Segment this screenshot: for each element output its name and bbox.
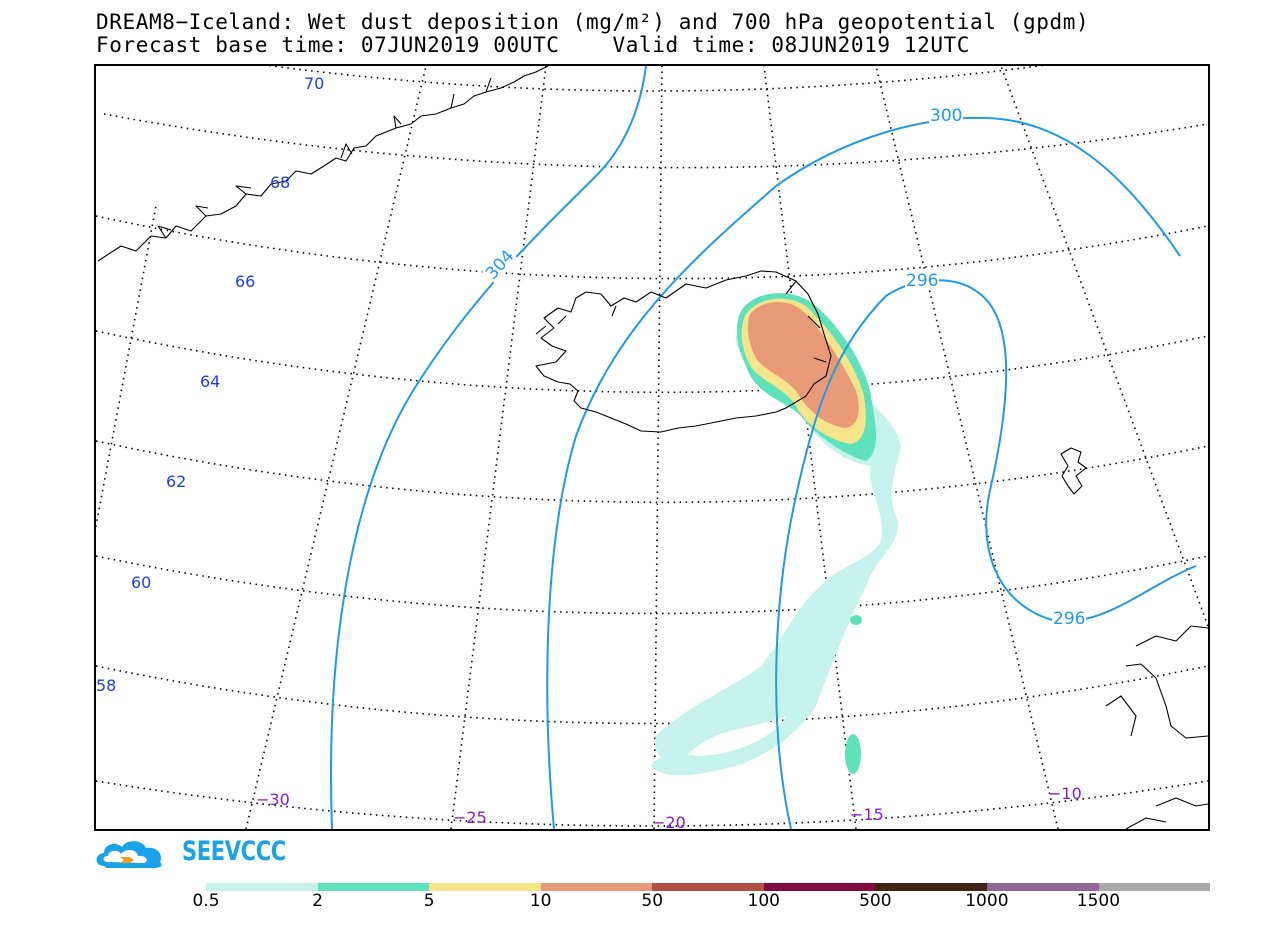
lon-line-25: [450, 66, 547, 829]
legend-label-500: 500: [859, 891, 892, 911]
greenland-fjords: [157, 77, 492, 239]
legend-label-5: 5: [423, 891, 435, 911]
lon-line-20: [653, 66, 663, 829]
lat-line-60: [96, 555, 1208, 615]
legend-label-100: 100: [747, 891, 780, 911]
lon-line-15: [763, 66, 857, 829]
lat-label-64: 64: [200, 372, 221, 391]
lat-line-62: [96, 440, 1208, 504]
lat-line-68: [103, 113, 1208, 169]
legend-swatch-100: [763, 883, 876, 891]
legend-label-0.5: 0.5: [192, 891, 220, 911]
lat-label-58: 58: [96, 676, 117, 695]
lat-line-70: [266, 66, 1045, 92]
lon-line-35: [96, 205, 157, 531]
dust-patch-mid: [850, 615, 862, 625]
legend-label-1000: 1000: [965, 891, 1009, 911]
seevccc-logo-text: SEEVCCC: [182, 836, 286, 867]
lat-line-58: [96, 665, 1208, 725]
contour-label-296-north: 296: [905, 271, 940, 291]
legend-swatch-500: [875, 883, 987, 891]
legend-swatch-1000: [986, 883, 1099, 891]
map-subtitle-times: Forecast base time: 07JUN2019 00UTC Vali…: [96, 33, 971, 57]
lon-label-minus20: −20: [652, 813, 686, 831]
color-legend-bar: [206, 883, 1211, 891]
lon-line-10: [875, 66, 1059, 829]
lat-label-60: 60: [131, 573, 152, 592]
legend-label-1500: 1500: [1076, 891, 1121, 911]
dust-deposition-field: [651, 293, 901, 776]
dust-patch-south: [845, 734, 861, 774]
legend-label-50: 50: [641, 891, 664, 911]
map-canvas: [96, 66, 1208, 829]
iceland-coast: [535, 270, 832, 433]
contour-label-296-south: 296: [1052, 609, 1087, 629]
lat-line-56: [96, 780, 1208, 827]
lat-line-66: [96, 215, 1208, 280]
contour-304: [330, 66, 647, 829]
longitude-grid: [96, 66, 1208, 829]
contour-300: [546, 116, 1181, 829]
legend-swatch-5: [429, 883, 541, 891]
legend-swatch-2: [317, 883, 430, 891]
latitude-grid: [96, 66, 1208, 827]
geopotential-contours: [330, 66, 1197, 829]
legend-swatch-10: [540, 883, 653, 891]
seevccc-cloud-logo-icon: [96, 841, 162, 868]
faroe-islands: [1060, 447, 1087, 495]
dust-band-10: [747, 302, 859, 428]
contour-296: [775, 279, 1197, 829]
map-panel: 70 68 66 64 62 60 58 −30 −25 −20 −15 −10…: [94, 64, 1210, 831]
contour-label-300: 300: [929, 106, 964, 126]
legend-swatch-0.5: [206, 883, 318, 891]
legend-label-10: 10: [529, 891, 552, 911]
map-title: DREAM8−Iceland: Wet dust deposition (mg/…: [96, 10, 1090, 34]
lat-label-62: 62: [166, 472, 187, 491]
coastlines: [97, 66, 1208, 829]
legend-label-2: 2: [312, 891, 323, 911]
lon-label-minus15: −15: [850, 805, 884, 824]
scotland-coast: [1105, 625, 1208, 829]
lon-line-5: [1000, 66, 1208, 627]
legend-swatch-1500: [1098, 883, 1211, 891]
lat-label-66: 66: [235, 272, 256, 291]
lat-label-68: 68: [270, 173, 291, 192]
lat-line-64: [96, 330, 1208, 394]
legend-swatch-50: [652, 883, 764, 891]
lon-label-minus30: −30: [256, 790, 290, 809]
lon-label-minus25: −25: [453, 808, 487, 827]
lat-label-70: 70: [304, 74, 325, 93]
lon-label-minus10: −10: [1048, 784, 1082, 803]
iceland-fjords: [535, 280, 827, 363]
greenland-coast: [97, 66, 549, 262]
